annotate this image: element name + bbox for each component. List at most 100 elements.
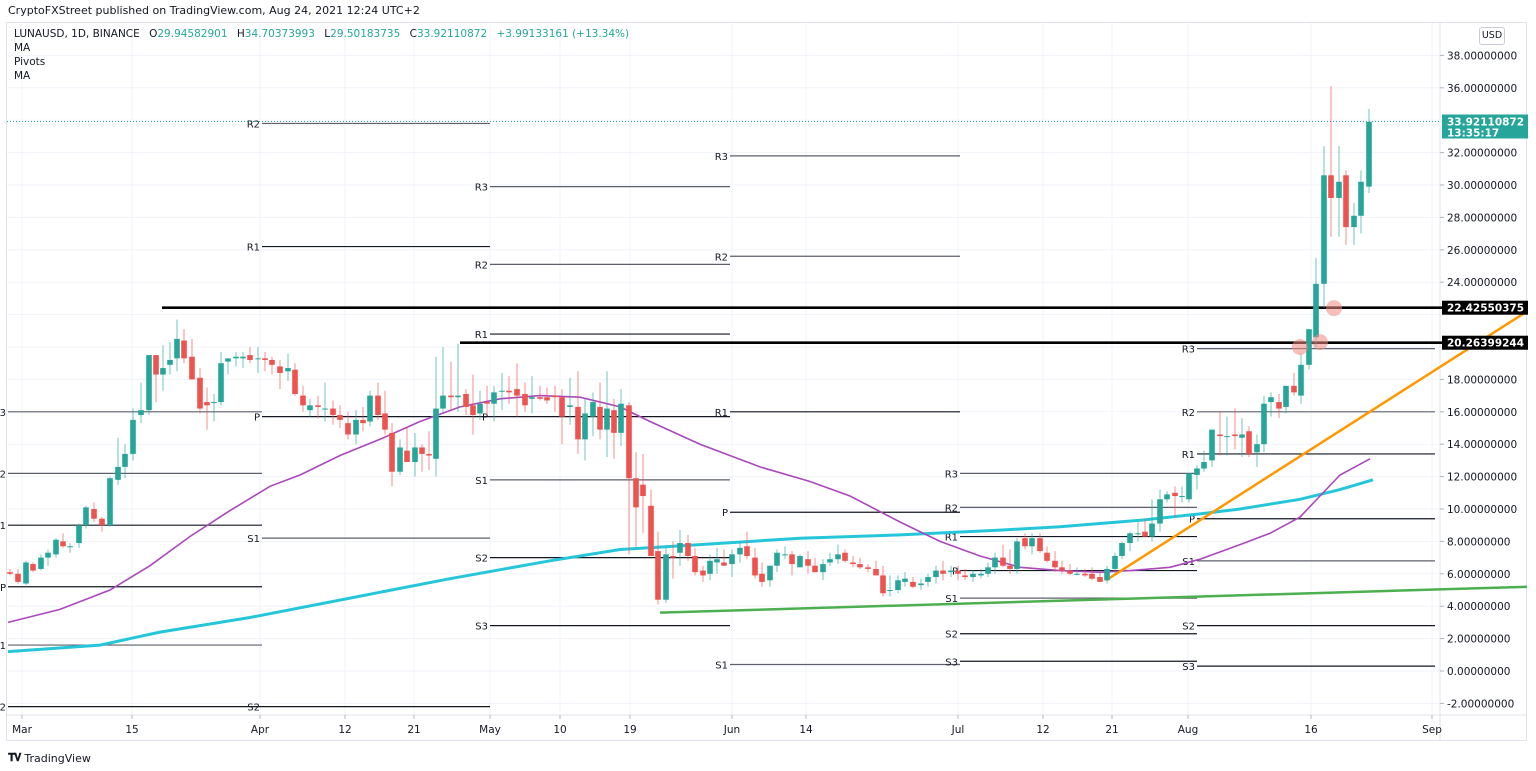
candle-body xyxy=(1104,568,1110,581)
candle-body xyxy=(247,355,253,360)
currency-badge[interactable]: USD xyxy=(1479,27,1505,45)
candle-body xyxy=(597,406,603,430)
candle-body xyxy=(700,570,706,576)
time-axis-label: 21 xyxy=(1105,724,1118,736)
candle-body xyxy=(1283,385,1289,407)
pivot-label-s2: S2 xyxy=(247,703,260,714)
candle-body xyxy=(292,369,298,394)
pivot-label-r3: R3 xyxy=(475,183,488,194)
candle-body xyxy=(337,415,343,420)
candle-body xyxy=(211,402,217,404)
candle-body xyxy=(367,395,373,422)
time-axis-label: 15 xyxy=(125,724,138,736)
candle-body xyxy=(38,557,44,569)
candle-body xyxy=(789,554,795,565)
indicator-ma-2[interactable]: MA xyxy=(14,70,31,82)
pivot-label-p: P xyxy=(254,413,260,424)
candle-body xyxy=(463,393,469,407)
candle-body xyxy=(506,390,512,393)
candle-body xyxy=(45,552,51,558)
candle-body xyxy=(1298,364,1304,396)
price-axis-label: 14.00000000 xyxy=(1447,439,1517,451)
candle-body xyxy=(255,358,261,360)
candle-body xyxy=(60,541,66,547)
candle-body xyxy=(529,397,535,399)
candle-body xyxy=(677,543,683,553)
candle-body xyxy=(404,450,410,463)
indicator-ma-1[interactable]: MA xyxy=(14,42,31,54)
price-axis-label: 0.00000000 xyxy=(1447,666,1510,678)
candle-body xyxy=(1014,541,1020,569)
candle-body xyxy=(218,363,224,403)
candle-body xyxy=(1037,538,1043,552)
candle-body xyxy=(360,419,366,424)
candle-body xyxy=(233,356,239,359)
candle-body xyxy=(774,552,780,566)
price-axis-label: 4.00000000 xyxy=(1447,601,1510,613)
chart-frame[interactable] xyxy=(6,22,1527,741)
candle-body xyxy=(189,356,195,380)
candle-body xyxy=(1007,565,1013,569)
pivot-label-p: P xyxy=(952,567,958,578)
candle-body xyxy=(910,581,916,587)
pivot-label-p: P xyxy=(722,508,728,519)
candle-body xyxy=(887,590,893,591)
candle-body xyxy=(285,368,291,372)
candle-body xyxy=(1164,494,1170,500)
candle-body xyxy=(797,555,803,568)
candle-body xyxy=(842,552,848,561)
candle-body xyxy=(307,405,313,411)
candle-body xyxy=(412,447,418,463)
candle-body xyxy=(1239,434,1245,438)
candle-body xyxy=(491,392,497,404)
time-axis-label: 10 xyxy=(553,724,566,736)
candle-body xyxy=(1157,499,1163,524)
price-axis-label: 36.00000000 xyxy=(1447,83,1517,95)
price-axis-label: 2.00000000 xyxy=(1447,634,1510,646)
candle-body xyxy=(160,368,166,375)
pivot-label-s2: S2 xyxy=(1182,622,1195,633)
time-axis-label: 19 xyxy=(623,724,636,736)
candle-body xyxy=(544,397,550,401)
pivot-label-r2: R2 xyxy=(945,503,958,514)
symbol-label[interactable]: LUNAUSD, 1D, BINANCE xyxy=(14,28,140,40)
candle-body xyxy=(522,393,528,406)
candle-body xyxy=(707,560,713,574)
candle-body xyxy=(107,478,113,526)
pivot-label-s1: S1 xyxy=(0,641,6,652)
candle-body xyxy=(115,466,121,480)
price-axis-label: 26.00000000 xyxy=(1447,245,1517,257)
candle-body xyxy=(1194,468,1200,475)
pivot-label-r3: R3 xyxy=(0,408,6,419)
candle-body xyxy=(1149,523,1155,537)
candle-body xyxy=(353,419,359,435)
candle-body xyxy=(992,557,998,568)
candle-body xyxy=(933,570,939,578)
candle-body xyxy=(618,403,624,433)
candle-body xyxy=(850,562,856,565)
candle-body xyxy=(514,389,520,396)
price-axis-label: 6.00000000 xyxy=(1447,569,1510,581)
candle-body xyxy=(1254,444,1260,453)
price-axis-label: 8.00000000 xyxy=(1447,536,1510,548)
candle-body xyxy=(1067,570,1073,574)
candle-body xyxy=(484,402,490,404)
candle-body xyxy=(197,377,203,409)
indicator-pivots[interactable]: Pivots xyxy=(14,56,46,68)
candle-body xyxy=(567,405,573,407)
candle-body xyxy=(978,573,984,576)
price-axis-label: 24.00000000 xyxy=(1447,277,1517,289)
candle-body xyxy=(1268,397,1274,403)
candle-body xyxy=(277,366,283,373)
pivot-label-r2: R2 xyxy=(475,260,488,271)
candle-body xyxy=(1052,560,1058,568)
candle-body xyxy=(1351,215,1357,228)
candle-body xyxy=(53,539,59,555)
candle-body xyxy=(1097,577,1103,582)
candle-body xyxy=(782,554,788,556)
candle-body xyxy=(167,359,173,365)
candle-body xyxy=(1201,462,1207,469)
tradingview-logo[interactable]: 𝐓𝐕 TradingView xyxy=(8,751,91,765)
candle-body xyxy=(685,543,691,556)
